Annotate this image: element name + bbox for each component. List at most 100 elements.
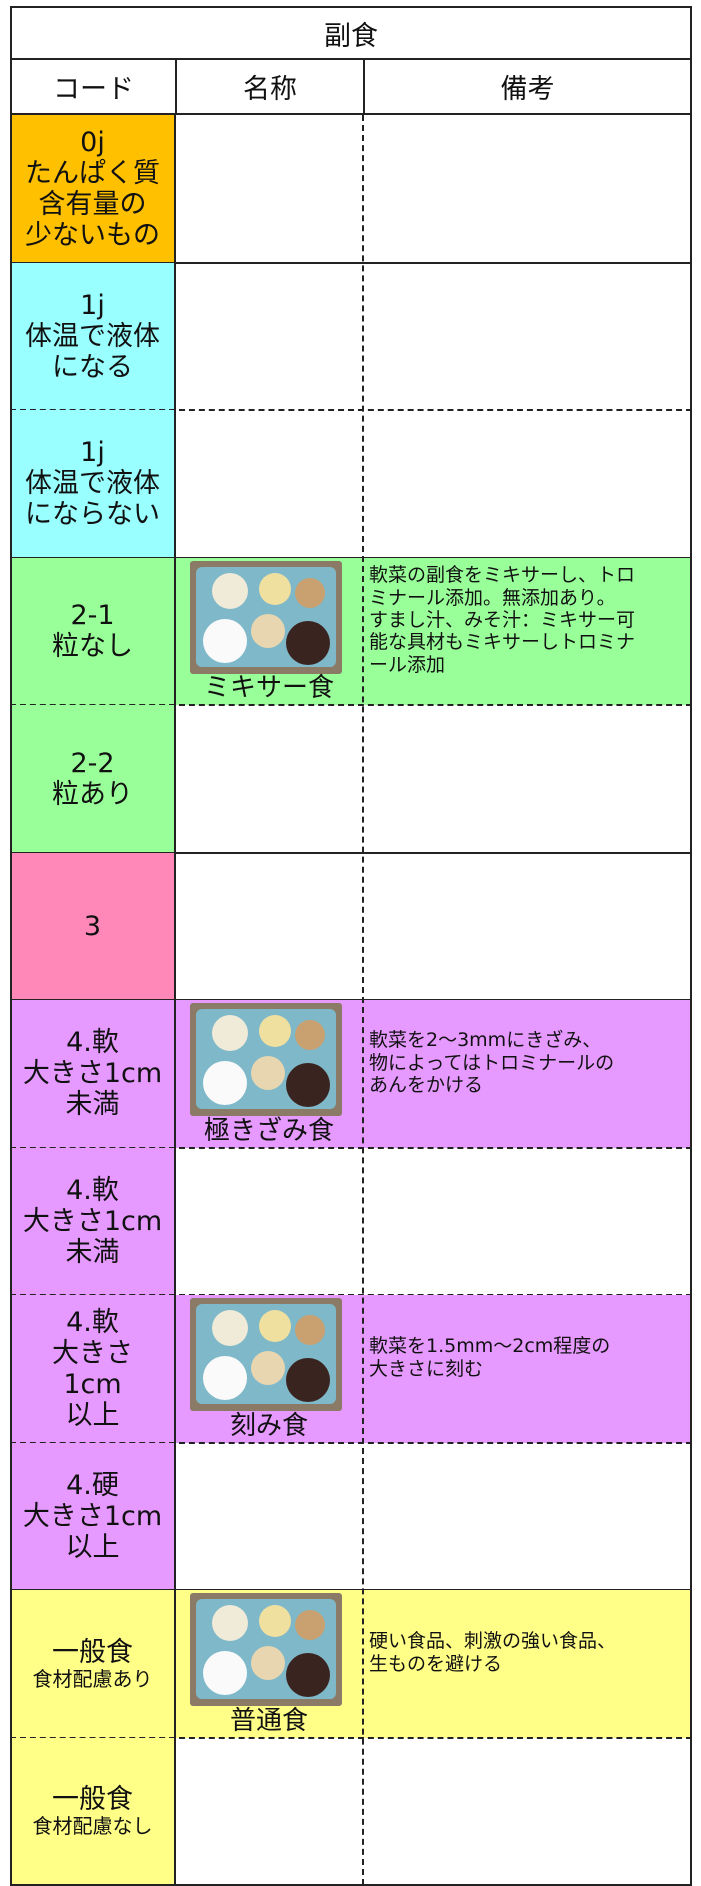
note-line: ール添加: [369, 653, 446, 676]
row-border: [10, 704, 692, 706]
note-line: 生ものを避ける: [369, 1652, 503, 1675]
code-cell-bg: [10, 115, 175, 263]
code-line: 4.硬: [66, 1469, 119, 1501]
note-line: 能な具材もミキサーしトロミナ: [369, 631, 636, 654]
photo-caption: ミキサー食: [203, 673, 334, 703]
code-line: 一般食: [52, 1636, 133, 1668]
photo-art: [196, 1009, 336, 1109]
right-border: [690, 115, 692, 1885]
code-cell: 0j たんぱく質 含有量の 少ないもの: [10, 115, 175, 263]
code-cell: 1j 体温で液体 にならない: [10, 410, 175, 558]
code-cell: 3: [10, 853, 175, 1001]
code-line: 大きさ1cm: [22, 1500, 163, 1532]
note: 軟菜を2～3mmにきざみ、 物によってはトロミナールの あんをかける: [363, 1000, 692, 1148]
code-cell-bg: [10, 1147, 175, 1295]
header-cell: 備考: [363, 58, 692, 115]
code-cell-bg: [10, 1737, 175, 1885]
row-border: [10, 261, 692, 264]
code-line: 2-2: [70, 747, 115, 779]
code-cell: 1j 体温で液体 になる: [10, 263, 175, 411]
code-line: 大きさ1cm: [22, 1205, 163, 1237]
code-line: 大きさ: [52, 1337, 133, 1369]
note-line: 大きさに刻む: [369, 1357, 484, 1380]
code-line: 4.軟: [66, 1306, 119, 1338]
code-line: 1cm: [63, 1368, 122, 1400]
note: 硬い食品、刺激の強い食品、 生ものを避ける: [363, 1590, 692, 1738]
code-cell-bg: [10, 852, 175, 1000]
code-cell-bg: [10, 262, 175, 410]
code-cell-bg: [10, 557, 175, 705]
code-line: 未満: [65, 1089, 120, 1121]
code-line: 粒あり: [52, 778, 133, 810]
code-divider: [174, 115, 176, 1885]
row-border: [10, 1441, 692, 1444]
row-border: [10, 851, 692, 854]
row-border: [10, 1146, 692, 1149]
note-line: あんをかける: [369, 1073, 484, 1096]
title: 副食: [324, 20, 378, 52]
photo-caption: 刻み食: [229, 1410, 308, 1441]
photo: [190, 560, 342, 674]
photo-caption: 極きざみ食: [203, 1115, 334, 1146]
code-line: にならない: [25, 499, 160, 531]
note-line: 硬い食品、刺激の強い食品、: [369, 1630, 617, 1653]
photo-art: [196, 1304, 336, 1404]
code-cell: 4.軟 大きさ 1cm 以上: [10, 1295, 175, 1443]
note-line: ミナール添加。無添加あり。: [369, 586, 616, 609]
code-line: 粒なし: [52, 631, 133, 663]
code-line: 3: [83, 910, 102, 942]
row-border: [10, 1736, 692, 1739]
code-line: 体温で液体: [25, 468, 160, 500]
photo-art: [196, 1599, 336, 1699]
code-line: 少ないもの: [25, 219, 160, 251]
title-cell: 副食: [10, 6, 692, 60]
code-cell-bg: [10, 1442, 175, 1590]
code-line: たんぱく質: [25, 157, 160, 189]
code-cell-bg: [10, 1590, 175, 1738]
code-cell: 一般食 食材配慮あり: [10, 1590, 175, 1738]
photo-caption: 普通食: [229, 1705, 308, 1736]
code-line: 食材配慮あり: [32, 1666, 153, 1691]
note-line: 軟菜の副食をミキサーし、トロ: [369, 564, 636, 587]
code-line: 1j: [80, 437, 105, 469]
code-cell: 4.軟 大きさ1cm 未満: [10, 1148, 175, 1296]
note-line: 軟菜を2～3mmにきざみ、: [369, 1029, 602, 1052]
code-line: 一般食: [52, 1784, 133, 1816]
header-cell: コード: [10, 58, 177, 115]
left-border: [10, 115, 12, 1885]
notes-divider: [362, 115, 364, 1885]
column-header: 備考: [500, 74, 555, 105]
note: 軟菜の副食をミキサーし、トロ ミナール添加。無添加あり。 すまし汁、みそ汁：ミキサー…: [363, 558, 692, 706]
note-line: 軟菜を1.5mm～2cm程度の: [369, 1335, 611, 1358]
code-line: 4.軟: [66, 1027, 119, 1059]
code-line: になる: [52, 351, 133, 383]
photo-art: [196, 566, 336, 667]
code-cell-bg: [10, 410, 175, 558]
code-line: 以上: [65, 1399, 120, 1431]
code-line: 未満: [65, 1236, 120, 1268]
code-line: 1j: [80, 289, 105, 321]
code-line: 体温で液体: [25, 320, 160, 352]
photo: [190, 1003, 342, 1116]
row-border: [10, 409, 692, 411]
code-cell-bg: [10, 705, 175, 853]
code-cell: 一般食 食材配慮なし: [10, 1738, 175, 1886]
note: 軟菜を1.5mm～2cm程度の 大きさに刻む: [363, 1295, 692, 1443]
code-cell: 2-2 粒あり: [10, 705, 175, 853]
header-cell: 名称: [175, 58, 365, 115]
code-cell-bg: [10, 1295, 175, 1443]
code-cell: 2-1 粒なし: [10, 558, 175, 706]
code-cell: 4.硬 大きさ1cm 以上: [10, 1443, 175, 1591]
code-line: 4.軟: [66, 1174, 119, 1206]
code-line: 以上: [65, 1531, 120, 1563]
photo: [190, 1298, 342, 1411]
code-line: 含有量の: [38, 188, 147, 220]
column-header: 名称: [243, 74, 297, 105]
note-line: 物によってはトロミナールの: [369, 1051, 615, 1074]
column-header: コード: [53, 74, 134, 105]
photo: [190, 1593, 342, 1706]
code-line: 0j: [80, 126, 105, 158]
note-line: すまし汁、みそ汁：ミキサー可: [369, 609, 636, 632]
code-line: 大きさ1cm: [22, 1058, 163, 1090]
